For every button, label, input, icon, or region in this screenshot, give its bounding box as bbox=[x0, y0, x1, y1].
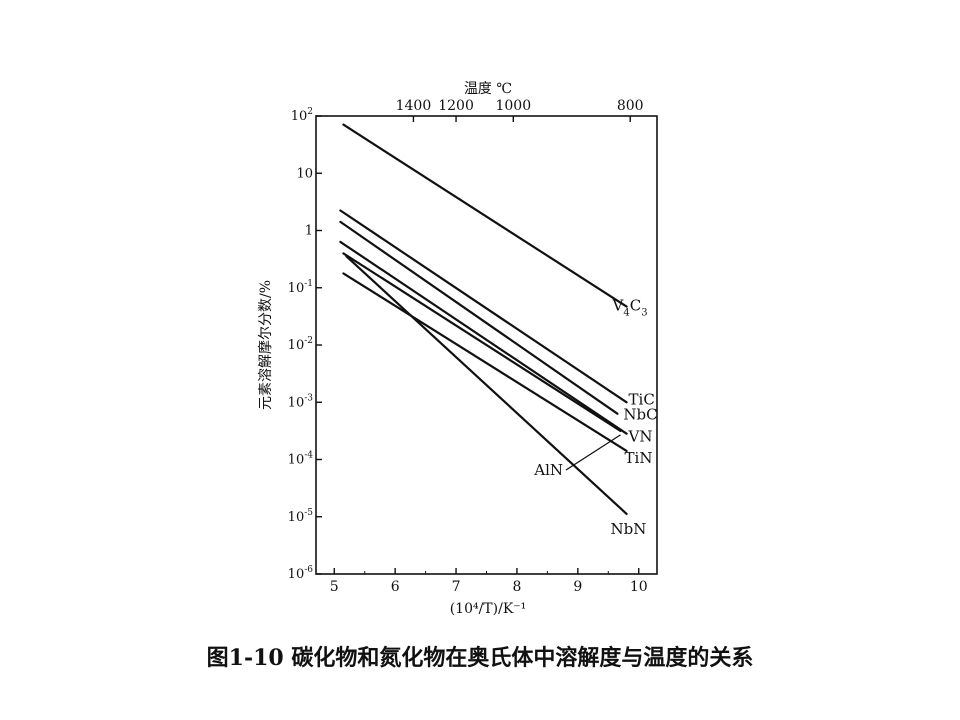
series-label-NbC: NbC bbox=[623, 406, 657, 424]
series-line-NbC bbox=[339, 220, 619, 415]
y-tick-exponent: -4 bbox=[304, 451, 313, 461]
series-label-TiN: TiN bbox=[625, 449, 653, 467]
x-tick-label-5: 5 bbox=[330, 579, 339, 595]
series-line-TiC bbox=[339, 209, 628, 404]
y-axis-label: 元素溶解摩尔分数/% bbox=[257, 280, 274, 410]
y-tick-exponent: -3 bbox=[304, 393, 313, 403]
top-tick-label-1400: 1400 bbox=[396, 98, 432, 114]
y-tick-label: 10-1 bbox=[288, 279, 313, 296]
y-tick-exponent: -1 bbox=[304, 279, 313, 289]
y-tick-base: 10 bbox=[288, 281, 305, 296]
y-tick-exponent: -6 bbox=[304, 565, 313, 575]
x-axis-label: (10⁴/T)/K⁻¹ bbox=[450, 601, 527, 617]
leader-line-AlN bbox=[565, 434, 621, 471]
y-tick-label: 10-3 bbox=[288, 393, 314, 410]
top-tick-label-1200: 1200 bbox=[438, 98, 474, 114]
y-tick-base: 10 bbox=[296, 166, 313, 181]
series-label-part: V bbox=[612, 297, 625, 315]
y-tick-base: 10 bbox=[288, 453, 305, 468]
y-tick-base: 1 bbox=[305, 224, 313, 239]
x-tick-label-10: 10 bbox=[630, 579, 648, 595]
x-tick-label-8: 8 bbox=[512, 579, 521, 595]
series-label-part: 4 bbox=[623, 308, 629, 319]
series-label-NbN: NbN bbox=[611, 520, 647, 538]
y-tick-base: 10 bbox=[288, 567, 305, 582]
top-tick-label-1000: 1000 bbox=[495, 98, 531, 114]
solubility-chart: 5 6 7 8 9 1010210110-110-210-310-410-510-6140… bbox=[257, 81, 658, 617]
series-line-TiN bbox=[342, 272, 628, 452]
y-tick-label: 10 bbox=[296, 166, 313, 181]
y-tick-base: 10 bbox=[288, 510, 305, 525]
y-tick-exponent: 2 bbox=[307, 107, 313, 117]
y-tick-label: 10-2 bbox=[288, 336, 313, 353]
series-line-AlN bbox=[342, 252, 622, 432]
y-tick-exponent: -5 bbox=[304, 508, 313, 518]
y-tick-label: 102 bbox=[291, 107, 313, 124]
x-tick-label-7: 7 bbox=[452, 579, 461, 595]
y-tick-label: 10-4 bbox=[288, 451, 314, 468]
series-label-TiC: TiC bbox=[629, 390, 655, 408]
series-label-AlN: AlN bbox=[533, 461, 563, 479]
top-axis-label: 温度 ℃ bbox=[464, 81, 512, 97]
chart-series-lines bbox=[339, 123, 628, 516]
y-tick-label: 1 bbox=[305, 224, 313, 239]
figure-caption: 图1-10 碳化物和氮化物在奥氏体中溶解度与温度的关系 bbox=[206, 645, 754, 671]
y-tick-exponent: -2 bbox=[304, 336, 313, 346]
y-tick-base: 10 bbox=[288, 395, 305, 410]
series-line-NbN bbox=[345, 255, 628, 516]
chart-axes: 5 6 7 8 9 1010210110-110-210-310-410-510-6140… bbox=[288, 98, 658, 595]
series-label-V4C3: V4C3 bbox=[612, 297, 648, 319]
x-tick-label-6: 6 bbox=[391, 579, 400, 595]
y-tick-label: 10-6 bbox=[288, 565, 314, 582]
y-tick-base: 10 bbox=[291, 109, 308, 124]
series-line-V4C3 bbox=[342, 123, 628, 308]
series-label-VN: VN bbox=[628, 428, 653, 446]
x-tick-label-9: 9 bbox=[573, 579, 582, 595]
top-tick-label-800: 800 bbox=[617, 98, 644, 114]
y-tick-label: 10-5 bbox=[288, 508, 314, 525]
y-tick-base: 10 bbox=[288, 338, 305, 353]
series-label-part: 3 bbox=[641, 308, 647, 319]
series-line-VN bbox=[339, 240, 628, 435]
series-label-part: C bbox=[630, 297, 641, 315]
